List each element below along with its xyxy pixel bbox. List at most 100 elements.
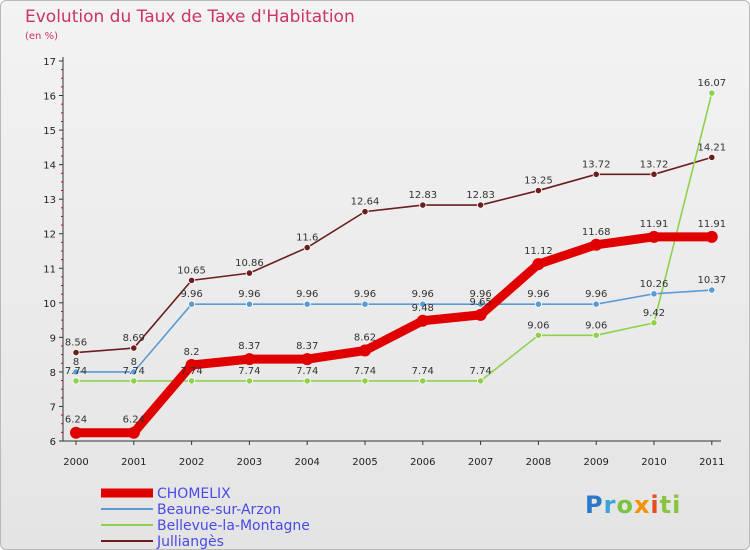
data-point [127, 426, 140, 439]
data-label: 7.74 [354, 366, 376, 377]
data-label: 9.96 [354, 289, 376, 300]
data-label: 9.06 [527, 320, 549, 331]
data-point [416, 314, 429, 327]
x-tick-label: 2010 [641, 457, 666, 468]
legend-label: Julliangès [156, 534, 224, 550]
data-label: 8.56 [65, 338, 87, 349]
y-tick-label: 11 [43, 264, 56, 275]
data-label: 9.65 [469, 297, 491, 308]
data-point [419, 201, 427, 209]
data-point [361, 377, 369, 385]
x-tick-label: 2005 [352, 457, 377, 468]
data-point [303, 300, 311, 308]
data-point [245, 300, 253, 308]
data-point [188, 377, 196, 385]
data-point [476, 377, 485, 385]
data-label: 7.74 [180, 366, 202, 377]
data-label: 13.25 [524, 176, 553, 187]
data-label: 10.26 [640, 279, 669, 290]
data-point [474, 308, 487, 321]
data-point [303, 243, 311, 252]
x-tick-label: 2001 [121, 457, 146, 468]
x-tick-label: 2009 [583, 457, 608, 468]
data-point [188, 276, 196, 284]
data-label: 8.37 [238, 341, 260, 352]
x-tick-label: 2002 [179, 457, 204, 468]
y-tick-label: 7 [50, 402, 56, 413]
data-point [419, 377, 427, 385]
data-point [245, 269, 253, 277]
data-point [130, 344, 138, 352]
data-label: 7.74 [296, 366, 318, 377]
data-label: 9.96 [238, 289, 260, 300]
data-point [130, 368, 138, 376]
y-tick-label: 9 [50, 333, 56, 344]
series-line-julliang-s [75, 156, 713, 354]
data-point [72, 368, 80, 376]
data-label: 10.65 [177, 265, 206, 276]
data-point [648, 230, 660, 243]
data-label: 9.06 [585, 320, 607, 331]
data-point [70, 426, 82, 439]
data-label: 12.64 [351, 197, 380, 208]
x-tick-label: 2000 [63, 457, 88, 468]
data-label: 12.83 [408, 190, 437, 201]
data-point [361, 300, 369, 308]
data-point [359, 344, 371, 357]
data-label: 7.74 [65, 366, 87, 377]
data-label: 9.96 [296, 289, 318, 300]
data-point [72, 348, 80, 357]
data-point [532, 258, 545, 271]
data-label: 7.74 [123, 366, 145, 377]
x-tick-label: 2008 [526, 457, 551, 468]
data-label: 9.96 [180, 289, 202, 300]
series-line-chomelix [71, 232, 717, 438]
data-label: 14.21 [697, 142, 726, 153]
data-label: 11.68 [582, 227, 611, 238]
y-tick-label: 15 [43, 126, 56, 137]
data-label: 11.91 [697, 219, 726, 230]
y-tick-label: 13 [43, 195, 56, 206]
data-point [419, 300, 427, 308]
legend-label: Bellevue-la-Montagne [157, 518, 310, 534]
data-label: 13.72 [640, 159, 669, 170]
data-point [650, 170, 658, 178]
data-label: 9.96 [585, 289, 607, 300]
data-label: 6.24 [65, 415, 87, 426]
data-point [476, 300, 485, 308]
data-point [708, 89, 716, 97]
data-point [592, 170, 600, 178]
y-tick-label: 17 [43, 57, 56, 68]
data-label: 8.69 [123, 333, 145, 344]
data-point [650, 319, 658, 327]
series-line-beaune-sur-arzon [75, 289, 713, 373]
x-tick-label: 2003 [237, 457, 262, 468]
data-label: 8.62 [354, 332, 376, 343]
data-label: 13.72 [582, 159, 611, 170]
proxiti-logo: Proxiti [585, 491, 682, 519]
legend-label: CHOMELIX [157, 486, 231, 502]
data-label: 10.86 [235, 258, 264, 269]
y-tick-label: 14 [43, 161, 56, 172]
data-point [303, 377, 311, 385]
data-point [534, 300, 543, 308]
y-tick-label: 6 [50, 437, 56, 448]
data-label: 10.37 [697, 275, 726, 286]
y-tick-label: 8 [50, 368, 56, 379]
data-label: 6.24 [123, 415, 145, 426]
data-label: 8.2 [184, 347, 200, 358]
data-label: 7.74 [238, 366, 260, 377]
data-label: 11.6 [296, 233, 318, 244]
data-point [188, 300, 196, 308]
data-point [72, 377, 80, 385]
data-label: 11.12 [524, 246, 553, 257]
data-label: 9.96 [412, 289, 434, 300]
y-tick-label: 12 [43, 230, 56, 241]
unit-label: (en %) [25, 31, 58, 42]
data-point [534, 331, 543, 339]
data-point [301, 353, 314, 366]
data-label: 16.07 [697, 78, 726, 89]
data-point [243, 353, 256, 366]
